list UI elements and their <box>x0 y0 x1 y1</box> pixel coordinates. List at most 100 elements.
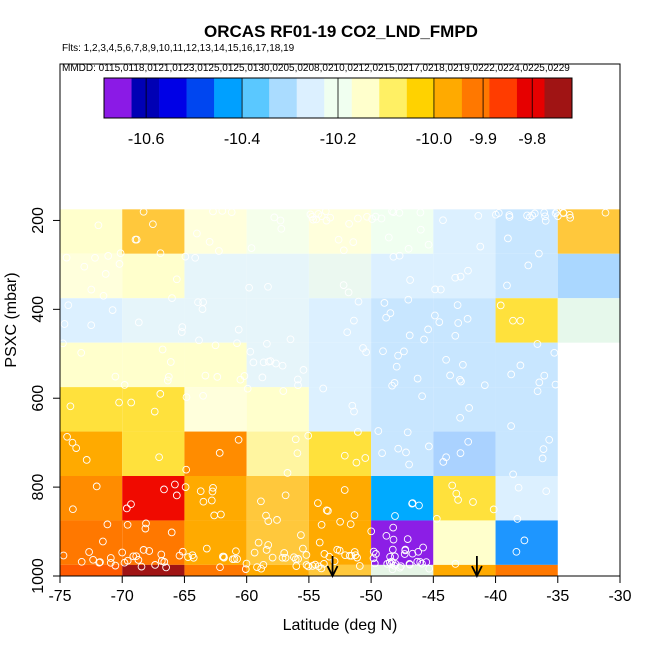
observation-point <box>141 524 150 533</box>
observation-point <box>249 358 258 367</box>
observation-point <box>432 514 441 523</box>
observation-point <box>218 207 227 215</box>
observation-point <box>280 549 289 557</box>
observation-point <box>388 207 396 216</box>
observation-point <box>514 483 523 492</box>
observation-point <box>566 213 575 222</box>
observation-point <box>489 505 498 514</box>
observation-point <box>273 516 281 524</box>
observation-point <box>535 378 544 387</box>
observation-point <box>368 215 376 223</box>
observation-point <box>553 212 562 220</box>
colorbar-swatch <box>214 78 242 118</box>
observation-point <box>104 252 113 260</box>
observation-point <box>232 547 240 556</box>
observation-point <box>354 214 362 223</box>
heatmap-cell <box>433 476 496 521</box>
observation-point <box>435 318 444 326</box>
colorbar-frame <box>103 77 573 119</box>
heatmap-cell <box>60 209 123 254</box>
observation-point <box>293 375 302 384</box>
observation-point <box>80 262 89 271</box>
observation-point <box>345 219 353 228</box>
observation-point <box>406 276 414 284</box>
observation-point <box>378 449 386 457</box>
observation-point <box>401 546 410 555</box>
observation-point <box>103 520 112 529</box>
observation-point <box>405 460 413 469</box>
observation-point <box>228 555 237 564</box>
colorbar-swatch <box>516 78 545 118</box>
chart-title: ORCAS RF01-19 CO2_LND_FMPD <box>204 22 478 41</box>
y-axis-label: PSXC (mbar) <box>3 272 20 367</box>
observation-point <box>456 272 465 281</box>
heatmap-cell <box>60 431 123 476</box>
observation-point <box>330 557 339 566</box>
observation-point <box>129 552 138 561</box>
observation-point <box>379 347 387 356</box>
observation-point <box>213 373 222 381</box>
observation-point <box>446 371 454 380</box>
observation-point <box>134 318 143 327</box>
observation-point <box>115 398 123 407</box>
observation-point <box>545 435 554 444</box>
heatmap-cell <box>122 209 185 254</box>
heatmap-cell <box>184 564 247 576</box>
observation-point <box>456 413 464 422</box>
observation-point <box>315 538 324 547</box>
observation-point <box>416 225 425 234</box>
y-tick-label: 400 <box>30 296 47 323</box>
observation-point <box>454 496 462 504</box>
observation-point <box>507 422 515 430</box>
observation-point <box>565 210 574 219</box>
observation-point <box>451 273 460 282</box>
observation-point <box>207 496 216 505</box>
heatmap-cell <box>60 476 123 521</box>
heatmap-cell <box>308 387 372 432</box>
observation-point <box>194 298 202 307</box>
x-tick-label: -40 <box>484 588 507 605</box>
heatmap-cell <box>122 387 185 432</box>
observation-point <box>156 390 165 398</box>
observation-point <box>106 558 115 567</box>
observation-point <box>258 373 267 382</box>
observation-point <box>116 249 125 258</box>
observation-point <box>120 381 129 389</box>
observation-point <box>535 249 543 258</box>
observation-point <box>456 375 464 384</box>
observation-point <box>346 520 355 529</box>
heatmap-cell <box>371 387 434 432</box>
observation-point <box>361 454 370 462</box>
observation-point <box>291 435 300 444</box>
observation-point <box>389 535 398 544</box>
heatmap-cell <box>308 564 372 576</box>
observation-point <box>72 444 81 452</box>
observation-point <box>350 407 358 416</box>
observation-point <box>439 216 447 225</box>
observation-point <box>389 208 398 216</box>
observation-point <box>420 335 428 344</box>
observation-point <box>63 432 71 441</box>
heatmap-cell <box>308 342 372 388</box>
dates-subtitle: MMDD: 0115,0118,0121,0123,0125,0125,0130… <box>62 63 570 74</box>
observation-point <box>118 548 127 557</box>
observation-point <box>418 392 426 401</box>
observation-point <box>413 557 422 566</box>
observation-point <box>348 401 357 410</box>
observation-point <box>139 207 148 216</box>
observation-point <box>182 393 191 402</box>
x-axis-label: Latitude (deg N) <box>283 617 398 634</box>
observation-point <box>505 211 514 219</box>
observation-point <box>513 515 522 523</box>
observation-point <box>391 552 399 561</box>
observation-point <box>184 553 192 561</box>
observation-point <box>408 499 416 508</box>
observation-point <box>202 544 211 553</box>
observation-point <box>299 366 308 374</box>
heatmap-cell <box>184 209 247 254</box>
observation-point <box>340 486 349 494</box>
observation-point <box>436 285 445 294</box>
x-tick-label: -45 <box>422 588 445 605</box>
observation-point <box>94 221 103 230</box>
observation-point <box>355 562 364 570</box>
